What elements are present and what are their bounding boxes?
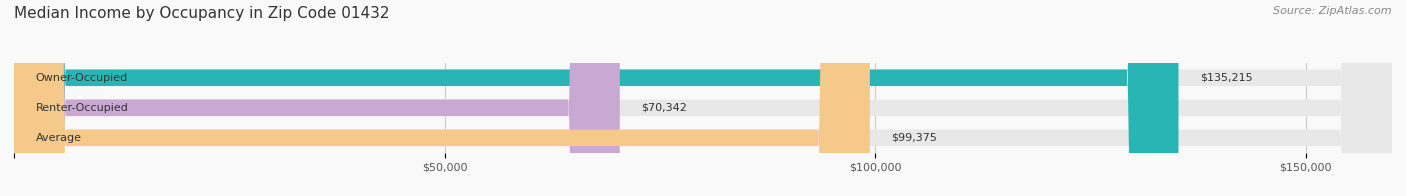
FancyBboxPatch shape bbox=[14, 0, 870, 196]
Text: Average: Average bbox=[35, 133, 82, 143]
Text: $135,215: $135,215 bbox=[1201, 73, 1253, 83]
Text: $99,375: $99,375 bbox=[891, 133, 938, 143]
Text: Source: ZipAtlas.com: Source: ZipAtlas.com bbox=[1274, 6, 1392, 16]
FancyBboxPatch shape bbox=[14, 0, 1392, 196]
Text: Median Income by Occupancy in Zip Code 01432: Median Income by Occupancy in Zip Code 0… bbox=[14, 6, 389, 21]
Text: Renter-Occupied: Renter-Occupied bbox=[35, 103, 128, 113]
FancyBboxPatch shape bbox=[14, 0, 1392, 196]
FancyBboxPatch shape bbox=[14, 0, 1178, 196]
FancyBboxPatch shape bbox=[14, 0, 1392, 196]
Text: Owner-Occupied: Owner-Occupied bbox=[35, 73, 128, 83]
FancyBboxPatch shape bbox=[14, 0, 620, 196]
Text: $70,342: $70,342 bbox=[641, 103, 688, 113]
